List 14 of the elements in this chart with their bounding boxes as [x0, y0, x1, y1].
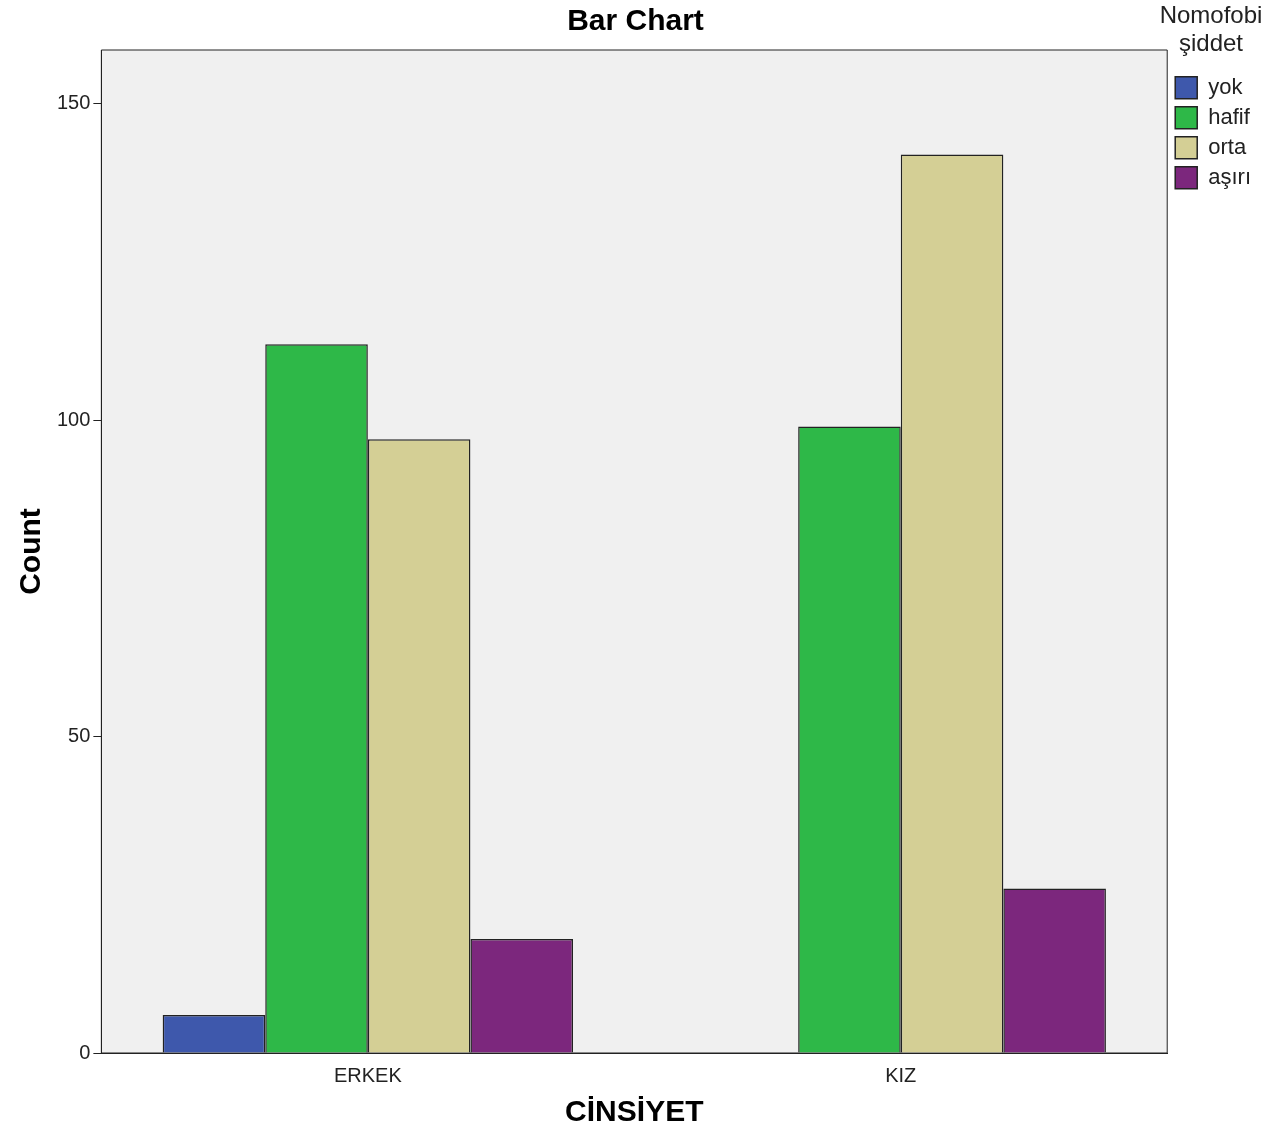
y-tick-label: 150: [56, 91, 91, 114]
chart-title: Bar Chart: [567, 3, 704, 37]
x-axis-title: CİNSİYET: [565, 1094, 704, 1128]
legend-label: yok: [1208, 73, 1244, 99]
x-tick-label: KIZ: [885, 1063, 917, 1086]
legend-label: orta: [1208, 133, 1247, 159]
legend-label: aşırı: [1208, 163, 1252, 189]
y-tick-label: 50: [68, 724, 91, 747]
x-tick-label: ERKEK: [333, 1063, 403, 1086]
y-tick-label: 100: [56, 407, 91, 430]
y-axis-title: Count: [13, 508, 47, 595]
y-tick-label: 0: [79, 1040, 91, 1063]
legend-title: Nomofobi şiddet: [1159, 0, 1263, 56]
legend-label: hafif: [1208, 103, 1251, 129]
